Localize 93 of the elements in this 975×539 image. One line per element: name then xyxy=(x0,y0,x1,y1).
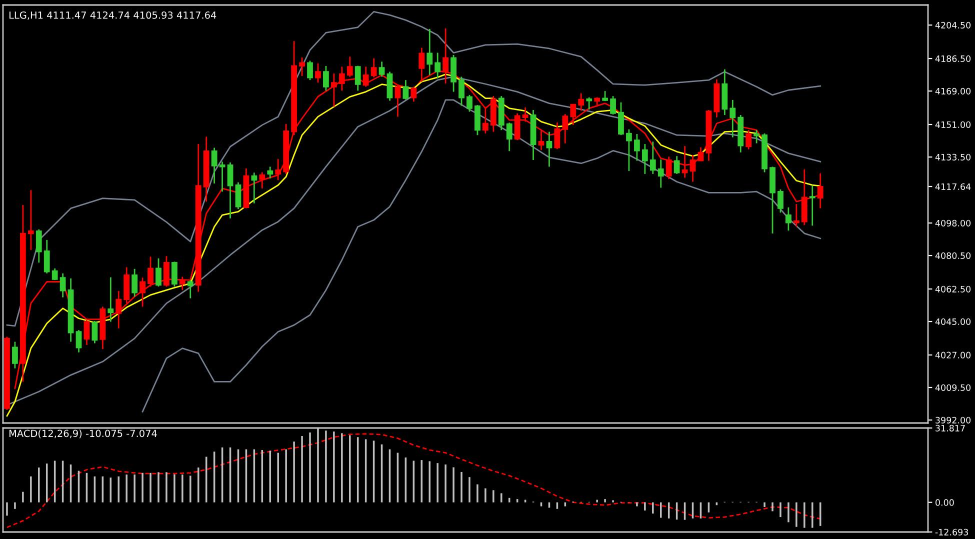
candlestick xyxy=(28,189,34,251)
y-tick-label: 4151.00 xyxy=(935,121,971,128)
candlestick xyxy=(570,103,576,126)
candlestick xyxy=(450,54,456,92)
candlestick xyxy=(458,76,464,106)
candlestick xyxy=(578,92,584,112)
candlestick xyxy=(658,158,664,188)
candlestick xyxy=(171,260,178,288)
y-tick-label: -12.693 xyxy=(935,528,968,536)
chart-title: MACD(12,26,9) -10.075 -7.074 xyxy=(10,430,157,438)
candlestick xyxy=(562,113,568,144)
candlestick xyxy=(746,129,752,150)
candlestick xyxy=(346,56,353,78)
candlestick xyxy=(546,131,552,168)
candlestick xyxy=(235,182,242,210)
candlestick xyxy=(211,147,218,184)
candlestick xyxy=(330,72,337,108)
candlestick xyxy=(698,146,704,162)
candlestick xyxy=(156,258,162,288)
y-tick-label: 4080.50 xyxy=(935,252,971,259)
candlestick xyxy=(650,140,656,175)
candlestick xyxy=(514,112,520,141)
candlestick xyxy=(809,184,816,226)
candlestick xyxy=(132,268,138,298)
y-tick-label: 4117.64 xyxy=(935,183,971,190)
candlestick xyxy=(666,156,672,180)
candlestick xyxy=(426,28,433,76)
candlestick xyxy=(682,145,688,178)
y-tick-label: 4133.50 xyxy=(935,154,971,160)
candlestick xyxy=(187,279,194,299)
candlestick xyxy=(323,65,329,92)
candlestick xyxy=(482,106,488,134)
candlestick xyxy=(251,172,258,204)
candlestick xyxy=(179,276,186,291)
candlestick xyxy=(410,86,417,102)
candlestick xyxy=(394,84,401,118)
candlestick xyxy=(267,166,274,180)
candlestick xyxy=(148,256,154,288)
candlestick xyxy=(474,104,480,136)
y-tick-label: 4009.50 xyxy=(935,384,971,391)
candlestick xyxy=(610,95,616,116)
y-tick-label: 4045.00 xyxy=(935,318,971,325)
candlestick xyxy=(626,128,632,172)
candlestick xyxy=(259,172,266,190)
y-tick-label: 4186.50 xyxy=(935,55,971,62)
candlestick xyxy=(506,122,512,152)
candlestick xyxy=(586,96,592,110)
candlestick xyxy=(434,52,441,80)
candlestick xyxy=(386,71,393,102)
y-tick-label: 4027.00 xyxy=(935,352,971,358)
candlestick xyxy=(378,60,385,78)
candlestick xyxy=(402,79,409,100)
candlestick xyxy=(275,158,282,181)
candlestick xyxy=(92,320,98,344)
candlestick xyxy=(730,99,736,138)
candlestick xyxy=(793,203,800,228)
candlestick xyxy=(554,122,560,150)
candlestick xyxy=(76,329,82,354)
candlestick xyxy=(44,239,50,274)
text: LLG,H1 4111.47 4124.74 4105.93 4117.64 xyxy=(10,11,216,20)
candlestick xyxy=(778,188,784,214)
candlestick xyxy=(12,341,18,370)
candlestick xyxy=(299,56,305,77)
candlestick xyxy=(674,155,680,175)
y-tick-label: 4062.50 xyxy=(935,286,971,292)
y-tick-label: 0.00 xyxy=(936,499,954,506)
candlestick xyxy=(219,160,226,192)
candlestick xyxy=(634,133,640,162)
candlestick xyxy=(538,129,544,151)
candlestick xyxy=(466,94,472,112)
line-series xyxy=(6,10,822,327)
candlestick xyxy=(140,276,146,308)
y-tick-label: 31.817 xyxy=(936,424,965,432)
candlestick xyxy=(354,65,361,92)
candlestick xyxy=(116,290,122,330)
candlestick xyxy=(522,106,528,122)
candlestick xyxy=(315,62,321,84)
y-tick-label: 4204.50 xyxy=(935,22,971,29)
candlestick xyxy=(108,276,114,322)
y-tick-label: 4098.00 xyxy=(935,220,971,226)
y-tick-label: 4169.00 xyxy=(935,88,971,94)
candlestick xyxy=(618,102,624,136)
candlestick xyxy=(307,60,313,81)
candlestick xyxy=(60,272,66,298)
candlestick xyxy=(642,143,648,175)
candlestick xyxy=(754,129,760,144)
candlestick xyxy=(786,206,792,232)
candlestick xyxy=(84,319,90,346)
y-tick-label: 3992.00 xyxy=(936,416,971,424)
candlestick xyxy=(164,255,170,288)
candlestick xyxy=(690,154,696,182)
candlestick xyxy=(36,228,42,264)
candlestick xyxy=(227,162,234,220)
